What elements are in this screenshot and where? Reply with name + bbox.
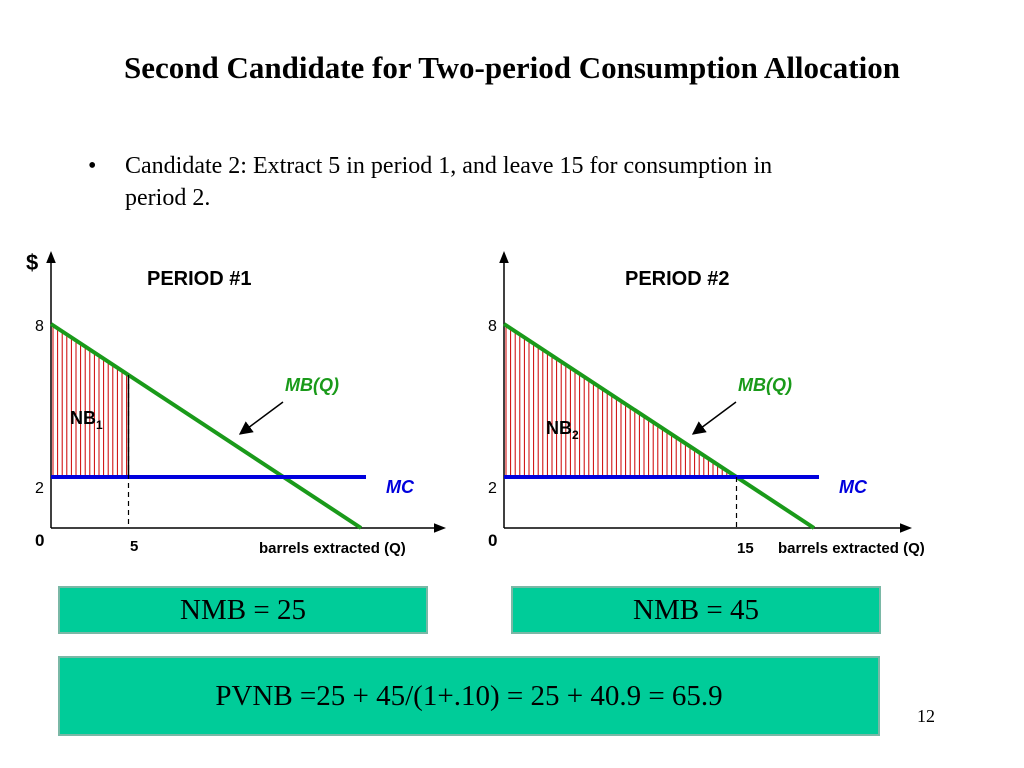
mb-label-1: MB(Q): [285, 375, 339, 395]
mc-label-1: MC: [386, 477, 415, 497]
q-tick-label-2: 15: [737, 540, 754, 557]
panel-period-2: PERIOD #2 8 2 0 15 MB(Q) MC NB2 barrels …: [488, 251, 925, 557]
y-axis-dollar-label-1: $: [26, 250, 38, 275]
bullet-text: Candidate 2: Extract 5 in period 1, and …: [125, 150, 908, 214]
y-tick-8-1: 8: [35, 318, 44, 335]
q-tick-label-1: 5: [130, 538, 138, 555]
mb-label-2: MB(Q): [738, 375, 792, 395]
slide-title: Second Candidate for Two-period Consumpt…: [124, 50, 900, 85]
y-tick-8-2: 8: [488, 318, 497, 335]
panel-title-2: PERIOD #2: [625, 268, 729, 290]
bullet-line-1: Candidate 2: Extract 5 in period 1, and …: [125, 153, 773, 179]
y-tick-2-2: 2: [488, 480, 497, 497]
mb-pointer-arrow-2: [691, 401, 737, 435]
hatch-area-2: [505, 325, 737, 477]
nmb-box-period-2: NMB = 45: [511, 586, 881, 634]
y-tick-2-1: 2: [35, 480, 44, 497]
bullet-point: • Candidate 2: Extract 5 in period 1, an…: [88, 150, 908, 214]
nb-label-2: NB2: [546, 418, 579, 442]
bullet-marker: •: [88, 153, 97, 179]
x-axis-label-2: barrels extracted (Q): [778, 540, 925, 557]
hatch-area-1: [52, 325, 130, 477]
panel-title-1: PERIOD #1: [147, 268, 251, 290]
nb-label-1: NB1: [70, 408, 103, 432]
origin-label-2: 0: [488, 531, 497, 550]
mc-label-2: MC: [839, 477, 868, 497]
origin-label-1: 0: [35, 531, 44, 550]
x-axis-label-1: barrels extracted (Q): [259, 540, 406, 557]
mb-pointer-arrow-1: [238, 401, 284, 435]
panel-period-1: $ PERIOD #1 8 2 0 5 MB(Q) MC NB1 barrels…: [26, 250, 446, 557]
mb-line-1: [49, 322, 363, 530]
pvnb-box: PVNB =25 + 45/(1+.10) = 25 + 40.9 = 65.9: [58, 656, 880, 736]
page-number: 12: [917, 706, 935, 726]
bullet-line-2: period 2.: [125, 185, 211, 211]
mb-line-2: [502, 322, 816, 530]
nmb-box-period-1: NMB = 25: [58, 586, 428, 634]
